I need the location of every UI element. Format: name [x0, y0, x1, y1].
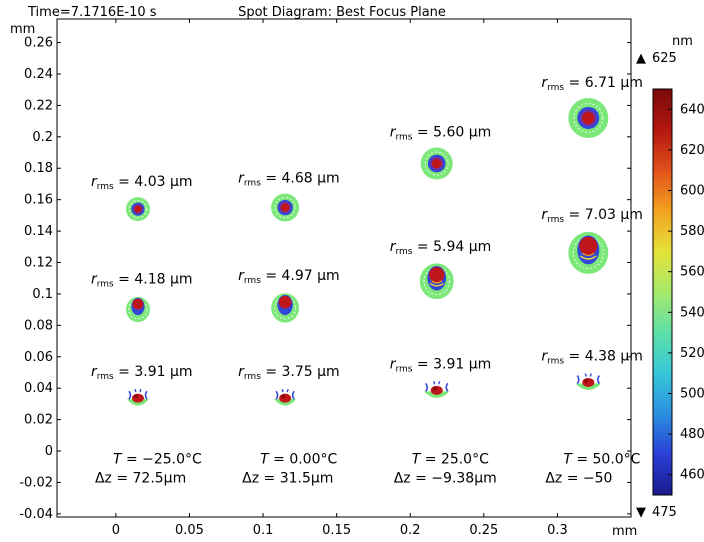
y-tick-label: -0.04	[19, 507, 53, 522]
y-tick-label: 0.22	[24, 98, 53, 113]
y-tick-label: 0.1	[32, 287, 53, 302]
temperature-label: T = −25.0°C	[113, 452, 202, 468]
colorbar-min-marker: ▼	[636, 505, 646, 520]
colorbar-tick-label: 460	[680, 468, 704, 483]
spot	[568, 97, 609, 138]
spot	[125, 197, 150, 222]
y-tick-label: 0.02	[24, 413, 53, 428]
colorbar-tick-label: 640	[680, 102, 704, 117]
time-label: Time=7.1716E-10 s	[27, 5, 157, 20]
x-tick-label: 0	[112, 523, 120, 538]
plot-area	[56, 18, 632, 518]
defocus-label: Δz = −50	[545, 470, 612, 486]
y-tick-label: -0.02	[19, 475, 53, 490]
temperature-label: T = 25.0°C	[412, 452, 489, 468]
spot	[125, 296, 150, 323]
rms-label: rrms = 3.75 µm	[238, 364, 340, 382]
temperature-label: T = 50.0°C	[563, 452, 640, 468]
y-tick-label: 0.04	[24, 381, 53, 396]
spot	[420, 147, 453, 180]
colorbar-tick-label: 540	[680, 305, 704, 320]
rms-label: rrms = 3.91 µm	[91, 364, 193, 382]
x-unit-label: mm	[612, 524, 637, 538]
rms-label: rrms = 4.03 µm	[91, 174, 193, 192]
spot	[274, 388, 297, 406]
colorbar-tick-label: 480	[680, 427, 704, 442]
rms-label: rrms = 5.60 µm	[390, 125, 492, 143]
y-tick-label: 0.16	[24, 193, 53, 208]
colorbar-gradient	[652, 88, 673, 496]
y-unit-label: mm	[10, 22, 35, 37]
rms-label: rrms = 4.18 µm	[91, 271, 193, 289]
y-tick-label: 0.08	[24, 318, 53, 333]
colorbar-tick-label: 520	[680, 346, 704, 361]
spot	[419, 263, 454, 300]
y-tick-label: 0.18	[24, 161, 53, 176]
spot	[575, 373, 602, 390]
x-tick-label: 0.25	[469, 523, 498, 538]
spot	[271, 193, 300, 222]
colorbar-max-label: 625	[652, 51, 677, 66]
y-tick-label: 0.2	[32, 130, 53, 145]
chart-title: Spot Diagram: Best Focus Plane	[238, 5, 446, 20]
rms-label: rrms = 4.38 µm	[541, 348, 643, 366]
spot	[126, 388, 149, 406]
spot	[568, 231, 609, 274]
colorbar-max-marker: ▲	[636, 51, 646, 66]
x-tick-label: 0.2	[400, 523, 421, 538]
rms-label: rrms = 3.91 µm	[390, 356, 492, 374]
defocus-label: Δz = 72.5µm	[95, 470, 186, 486]
colorbar-tick-label: 580	[680, 224, 704, 239]
y-tick-label: 0.26	[24, 36, 53, 51]
y-tick-label: 0	[45, 444, 53, 459]
y-tick-label: 0.06	[24, 350, 53, 365]
x-tick-label: 0.15	[322, 523, 351, 538]
rms-label: rrms = 7.03 µm	[541, 207, 643, 225]
x-tick-label: 0.1	[253, 523, 274, 538]
colorbar-tick-label: 620	[680, 143, 704, 158]
y-tick-label: 0.14	[24, 224, 53, 239]
defocus-label: Δz = −9.38µm	[394, 470, 497, 486]
colorbar-min-label: 475	[652, 505, 677, 520]
colorbar-tick-label: 500	[680, 387, 704, 402]
defocus-label: Δz = 31.5µm	[242, 470, 333, 486]
spot	[423, 381, 450, 398]
y-tick-label: 0.24	[24, 67, 53, 82]
rms-label: rrms = 5.94 µm	[390, 239, 492, 257]
y-tick-label: 0.12	[24, 256, 53, 271]
x-tick-label: 0.3	[547, 523, 568, 538]
colorbar-tick-label: 600	[680, 184, 704, 199]
rms-label: rrms = 6.71 µm	[541, 75, 643, 93]
rms-label: rrms = 4.68 µm	[238, 171, 340, 189]
rms-label: rrms = 4.97 µm	[238, 268, 340, 286]
temperature-label: T = 0.00°C	[260, 452, 337, 468]
colorbar-unit: nm	[672, 34, 693, 49]
colorbar-tick-label: 560	[680, 265, 704, 280]
spot	[271, 293, 300, 323]
x-tick-label: 0.05	[175, 523, 204, 538]
